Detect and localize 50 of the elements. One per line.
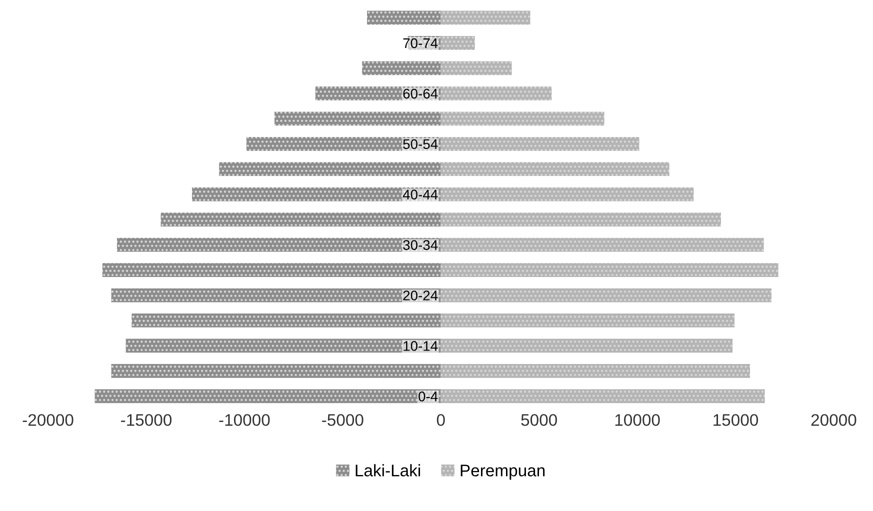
- y-tick-label: 10-14: [404, 341, 438, 351]
- bar: [94, 389, 441, 404]
- bar: [367, 10, 441, 25]
- x-tick-label: 20000: [811, 414, 856, 426]
- y-tick-label: 70-74: [403, 38, 438, 48]
- x-tick-label: -10000: [219, 414, 270, 426]
- x-tick-label: 0: [436, 414, 445, 426]
- bar: [126, 338, 441, 353]
- bar: [132, 314, 441, 328]
- bar: [102, 263, 441, 277]
- bar: [440, 187, 694, 202]
- y-tick-label: 40-44: [402, 190, 438, 200]
- bar: [315, 86, 441, 100]
- bar: [111, 288, 441, 302]
- x-tick-label: -20000: [22, 414, 74, 426]
- bar: [440, 86, 552, 100]
- bar: [111, 364, 441, 378]
- x-tick-label: -15000: [121, 414, 172, 426]
- bar: [440, 112, 604, 126]
- bar: [160, 212, 441, 227]
- bar: [440, 238, 764, 252]
- bar: [246, 136, 441, 151]
- bar: [440, 314, 735, 328]
- y-tick-label: 50-54: [403, 139, 438, 150]
- bar: [440, 61, 512, 76]
- x-tick-label: 5000: [521, 414, 557, 426]
- legend-label: Laki-Laki: [356, 464, 420, 476]
- y-tick-label: 30-34: [403, 240, 438, 250]
- x-tick-label: 10000: [615, 414, 660, 426]
- bar: [440, 10, 530, 25]
- bar: [440, 364, 750, 378]
- x-tick-label: 15000: [714, 414, 758, 426]
- bar: [440, 36, 475, 50]
- bar: [440, 212, 721, 227]
- bar: [440, 263, 778, 277]
- bar: [274, 112, 441, 126]
- y-tick-label: 0-4: [418, 392, 438, 402]
- bar: [116, 238, 441, 252]
- bar: [219, 162, 441, 176]
- bar: [362, 61, 441, 76]
- legend-label: Perempuan: [460, 464, 545, 480]
- bar: [440, 136, 640, 151]
- y-tick-label: 20-24: [403, 290, 438, 300]
- bar: [440, 338, 733, 353]
- y-tick-label: 60-64: [403, 88, 438, 99]
- bar: [440, 389, 765, 404]
- bar: [440, 162, 670, 176]
- bar: [192, 187, 441, 202]
- x-tick-label: -5000: [322, 414, 364, 426]
- bar: [440, 288, 772, 302]
